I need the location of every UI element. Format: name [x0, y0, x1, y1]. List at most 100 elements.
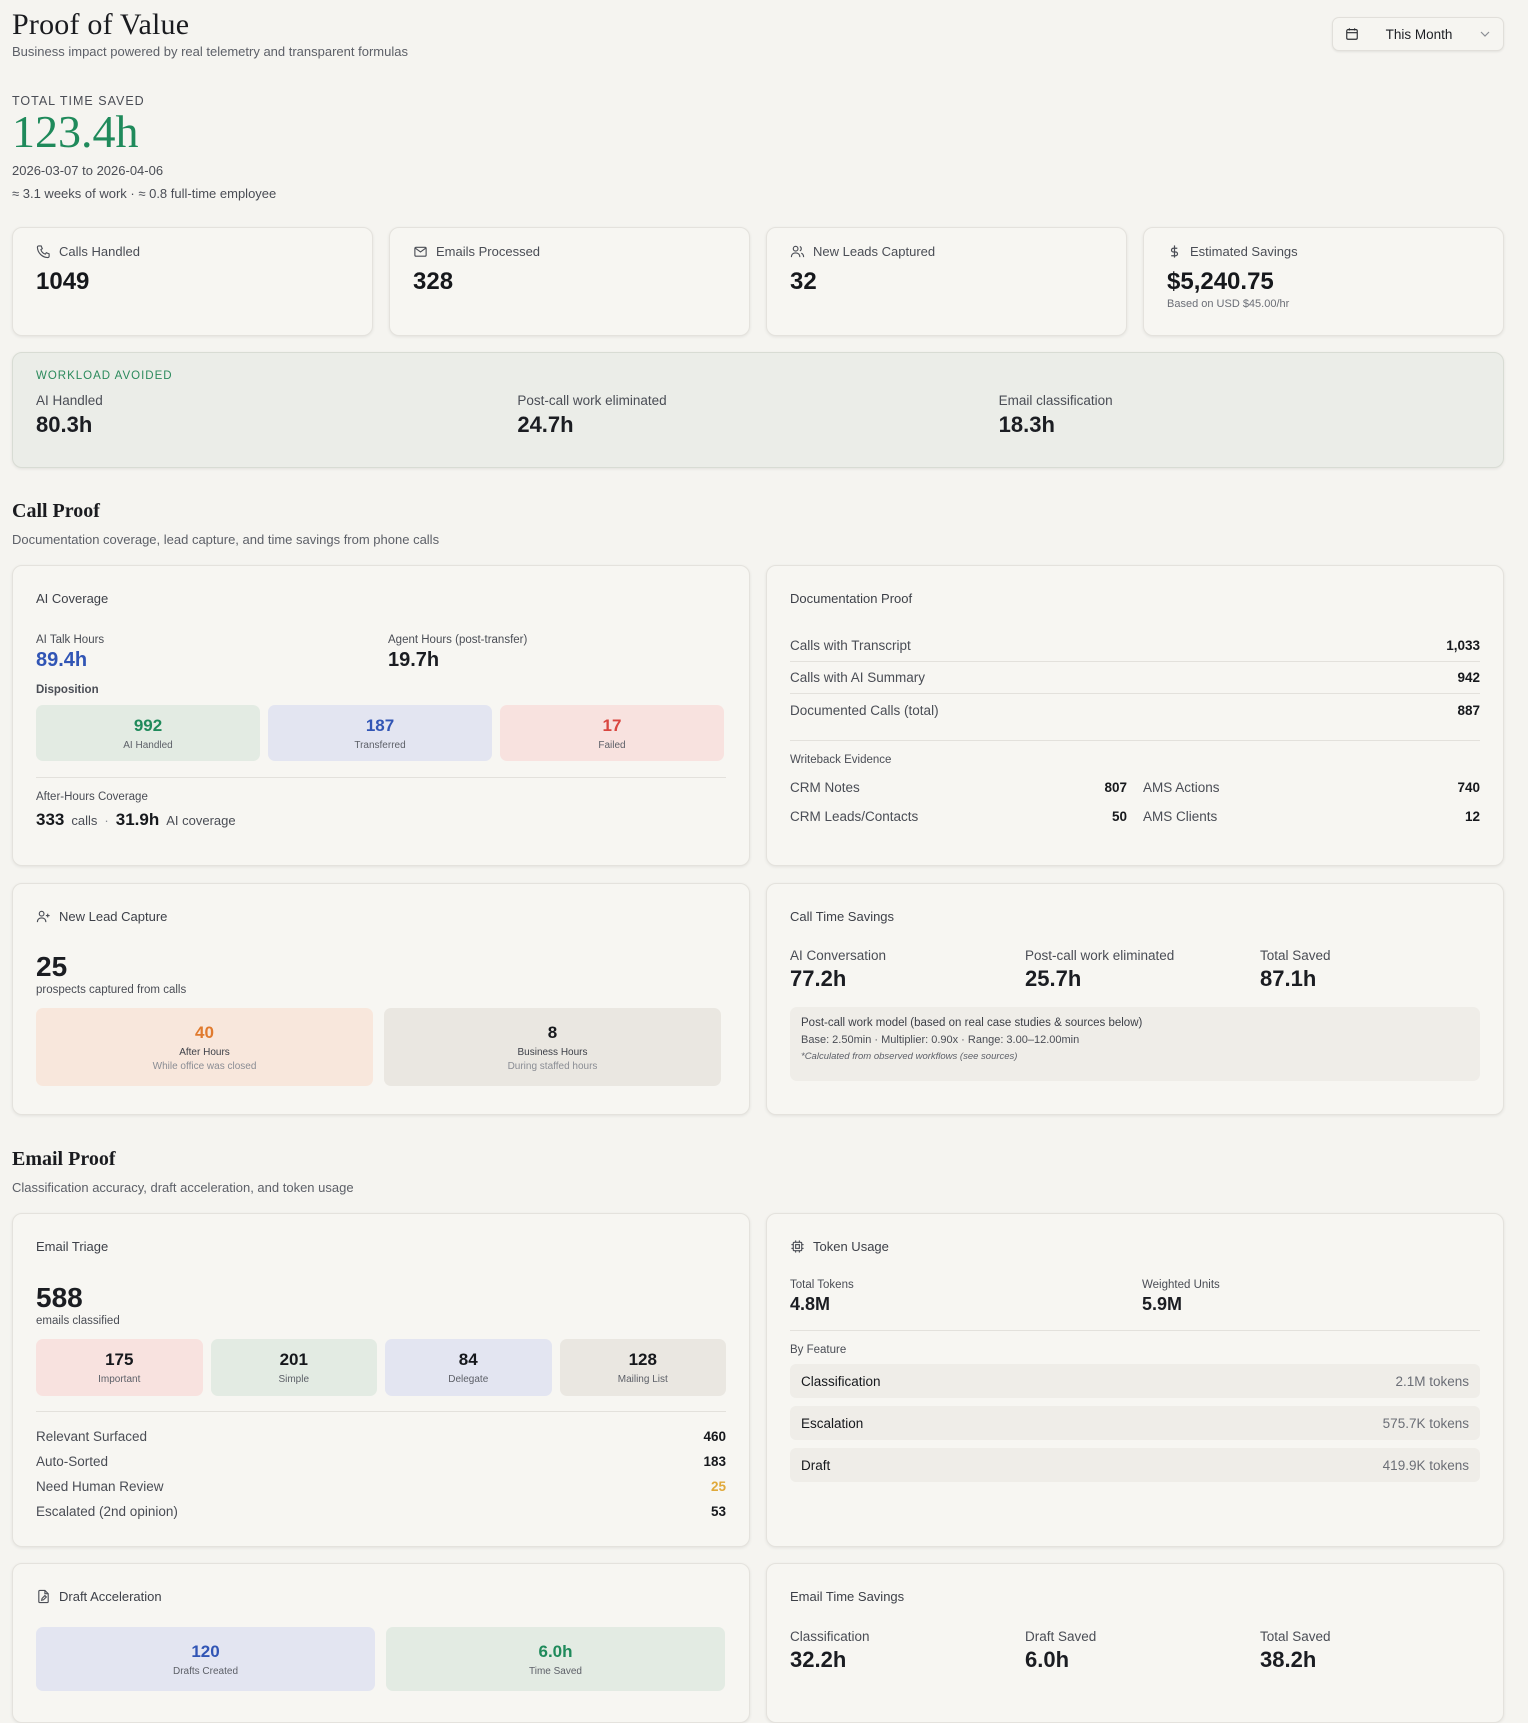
row-value: 53	[710, 1504, 726, 1519]
savings-value: 25.7h	[1025, 966, 1082, 991]
triage-row-human-review: Need Human Review 25	[36, 1474, 726, 1499]
doc-row-documented: Documented Calls (total) 887	[790, 694, 1480, 726]
savings-value: 38.2h	[1260, 1647, 1317, 1672]
savings-label: Classification	[790, 1629, 870, 1644]
savings-label: Post-call work eliminated	[1025, 948, 1175, 963]
draft-acceleration-card: Draft Acceleration 120 Drafts Created 6.…	[12, 1563, 750, 1723]
post-call-model-box: Post-call work model (based on real case…	[790, 1007, 1480, 1081]
user-plus-icon	[36, 910, 50, 923]
workload-item-label: Post-call work eliminated	[517, 393, 667, 408]
savings-label: AI Conversation	[790, 948, 887, 963]
coverage-unit: AI coverage	[166, 813, 236, 828]
kpi-note: Based on USD $45.00/hr	[1167, 298, 1290, 310]
savings-value: 32.2h	[790, 1647, 847, 1672]
row-label: Relevant Surfaced	[36, 1429, 148, 1444]
email-proof-subtitle: Classification accuracy, draft accelerat…	[12, 1180, 354, 1195]
lead-tile-after-hours: 40 After Hours While office was closed	[36, 1008, 373, 1086]
workload-avoided-panel: Workload Avoided AI Handled 80.3h Post-c…	[12, 352, 1504, 468]
email-savings-total: Total Saved 38.2h	[1260, 1629, 1331, 1673]
feature-value: 575.7K tokens	[1382, 1415, 1469, 1431]
savings-value: 6.0h	[1025, 1647, 1070, 1672]
writeback-ams-actions: AMS Actions 740	[1143, 780, 1480, 795]
tile-value: 6.0h	[538, 1641, 573, 1661]
feature-label: Draft	[801, 1457, 831, 1473]
workload-item-post-call: Post-call work eliminated 24.7h	[517, 393, 998, 438]
writeback-ams-clients: AMS Clients 12	[1143, 809, 1480, 824]
row-value: 12	[1464, 809, 1480, 824]
tile-value: 175	[105, 1350, 134, 1369]
page-title: Proof of Value	[12, 8, 190, 41]
tile-label: Time Saved	[529, 1665, 582, 1677]
feature-label: Escalation	[801, 1415, 864, 1431]
savings-label: Total Saved	[1260, 948, 1331, 963]
mail-icon	[414, 246, 427, 257]
divider	[36, 1411, 726, 1412]
doc-row-transcript: Calls with Transcript 1,033	[790, 630, 1480, 662]
weighted-units-label: Weighted Units	[1142, 1279, 1220, 1291]
savings-value: 87.1h	[1260, 966, 1317, 991]
email-savings-classification: Classification 32.2h	[790, 1629, 1025, 1673]
ai-coverage-card: AI Coverage AI Talk Hours 89.4h Agent Ho…	[12, 565, 750, 866]
tile-label: Business Hours	[517, 1046, 588, 1058]
row-value: 50	[1111, 809, 1127, 824]
after-hours-coverage: 31.9h	[115, 810, 160, 829]
lead-capture-value: 25	[36, 951, 68, 982]
call-time-savings-card: Call Time Savings AI Conversation 77.2h …	[766, 883, 1504, 1115]
tile-value: 40	[195, 1022, 214, 1042]
feature-label: Classification	[801, 1373, 881, 1389]
triage-row-auto-sorted: Auto-Sorted 183	[36, 1449, 726, 1474]
separator: ·	[104, 813, 109, 828]
email-triage-card: Email Triage 588 emails classified 175 I…	[12, 1213, 750, 1547]
feature-value: 419.9K tokens	[1382, 1457, 1469, 1473]
card-title-text: New Lead Capture	[59, 909, 168, 924]
workload-item-value: 18.3h	[998, 412, 1055, 437]
kpi-card-calls-handled: Calls Handled 1049	[12, 227, 373, 336]
tile-value: 17	[602, 715, 622, 735]
model-params: Base: 2.50min · Multiplier: 0.90x · Rang…	[801, 1034, 1080, 1046]
row-label: Calls with Transcript	[790, 638, 911, 653]
agent-hours-label: Agent Hours (post-transfer)	[388, 634, 528, 646]
ai-coverage-title: AI Coverage	[36, 591, 109, 606]
total-time-saved-label: Total Time Saved	[12, 94, 145, 108]
tile-label: Transferred	[354, 739, 406, 751]
kpi-card-emails-processed: Emails Processed 328	[389, 227, 750, 336]
kpi-value: 328	[413, 268, 454, 295]
call-savings-post-call: Post-call work eliminated 25.7h	[1025, 948, 1260, 992]
dollar-icon	[1170, 245, 1179, 258]
workload-item-value: 80.3h	[36, 412, 93, 437]
row-value: 807	[1104, 780, 1127, 795]
divider	[36, 777, 726, 778]
new-lead-capture-card: New Lead Capture 25 prospects captured f…	[12, 883, 750, 1115]
triage-row-relevant: Relevant Surfaced 460	[36, 1424, 726, 1449]
tile-value: 992	[133, 715, 163, 735]
savings-value: 77.2h	[790, 966, 847, 991]
kpi-label: Calls Handled	[59, 244, 140, 259]
date-range-select[interactable]: This Month	[1332, 17, 1504, 51]
weighted-units-value: 5.9M	[1142, 1294, 1183, 1314]
after-hours-label: After-Hours Coverage	[36, 791, 148, 803]
agent-hours-value: 19.7h	[388, 649, 440, 671]
triage-tile-important: 175 Important	[36, 1339, 203, 1396]
call-savings-total: Total Saved 87.1h	[1260, 948, 1331, 992]
kpi-value: $5,240.75	[1167, 268, 1274, 295]
ai-talk-hours-label: AI Talk Hours	[36, 634, 105, 646]
kpi-label: Estimated Savings	[1190, 244, 1298, 259]
divider	[790, 740, 1480, 741]
disposition-label: Disposition	[36, 684, 99, 696]
workload-item-label: AI Handled	[36, 393, 103, 408]
disposition-transferred: 187 Transferred	[268, 705, 492, 761]
lead-capture-caption: prospects captured from calls	[36, 984, 187, 996]
triage-tile-mailing-list: 128 Mailing List	[559, 1339, 726, 1396]
row-label: AMS Clients	[1143, 809, 1218, 824]
tile-label: After Hours	[179, 1046, 230, 1058]
row-value: 183	[703, 1454, 726, 1469]
row-label: Calls with AI Summary	[790, 670, 926, 685]
feature-row-escalation: Escalation 575.7K tokens	[790, 1406, 1480, 1440]
date-range-text: 2026-03-07 to 2026-04-06	[12, 163, 164, 178]
work-equivalent-text: ≈ 3.1 weeks of work · ≈ 0.8 full-time em…	[12, 186, 277, 201]
writeback-label: Writeback Evidence	[790, 754, 892, 766]
call-proof-title: Call Proof	[12, 500, 100, 522]
tile-value: 128	[628, 1350, 657, 1369]
kpi-value: 1049	[36, 268, 90, 295]
call-savings-ai-conversation: AI Conversation 77.2h	[790, 948, 1025, 992]
